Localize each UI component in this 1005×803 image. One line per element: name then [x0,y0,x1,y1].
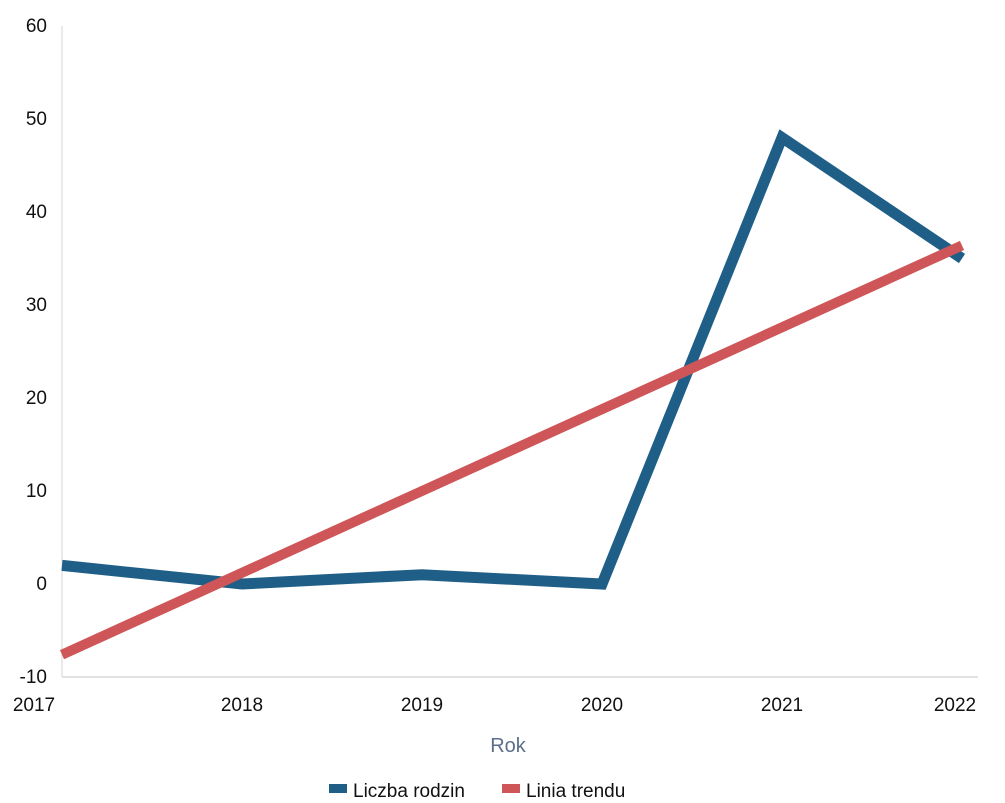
y-tick-label: 40 [26,202,47,223]
x-axis: 2017 2018 2019 2020 2021 2022 [13,676,978,716]
legend-label-linia-trendu: Linia trendu [526,781,625,802]
y-tick-label: 30 [26,295,47,316]
legend-swatch-linia-trendu [502,784,520,793]
y-tick-label: -10 [20,667,47,688]
x-tick-label: 2021 [761,695,803,716]
legend-label-liczba-rodzin: Liczba rodzin [353,781,465,802]
y-tick-label: 50 [26,109,47,130]
x-tick-label: 2022 [934,695,976,716]
x-tick-label: 2017 [13,695,55,716]
y-tick-label: 0 [36,574,47,595]
x-tick-label: 2019 [401,695,443,716]
legend: Liczba rodzin Linia trendu [329,781,625,802]
series-line-linia-trendu [59,240,965,660]
series-line-liczba-rodzin [61,129,966,590]
series-layer [59,129,966,660]
x-tick-label: 2020 [581,695,623,716]
y-tick-label: 20 [26,388,47,409]
y-tick-label: 60 [26,16,47,37]
x-axis-title: Rok [490,735,527,757]
y-axis: -10 0 10 20 30 40 50 60 [20,16,63,688]
y-tick-label: 10 [26,481,47,502]
legend-swatch-liczba-rodzin [329,784,347,793]
x-tick-label: 2018 [221,695,263,716]
